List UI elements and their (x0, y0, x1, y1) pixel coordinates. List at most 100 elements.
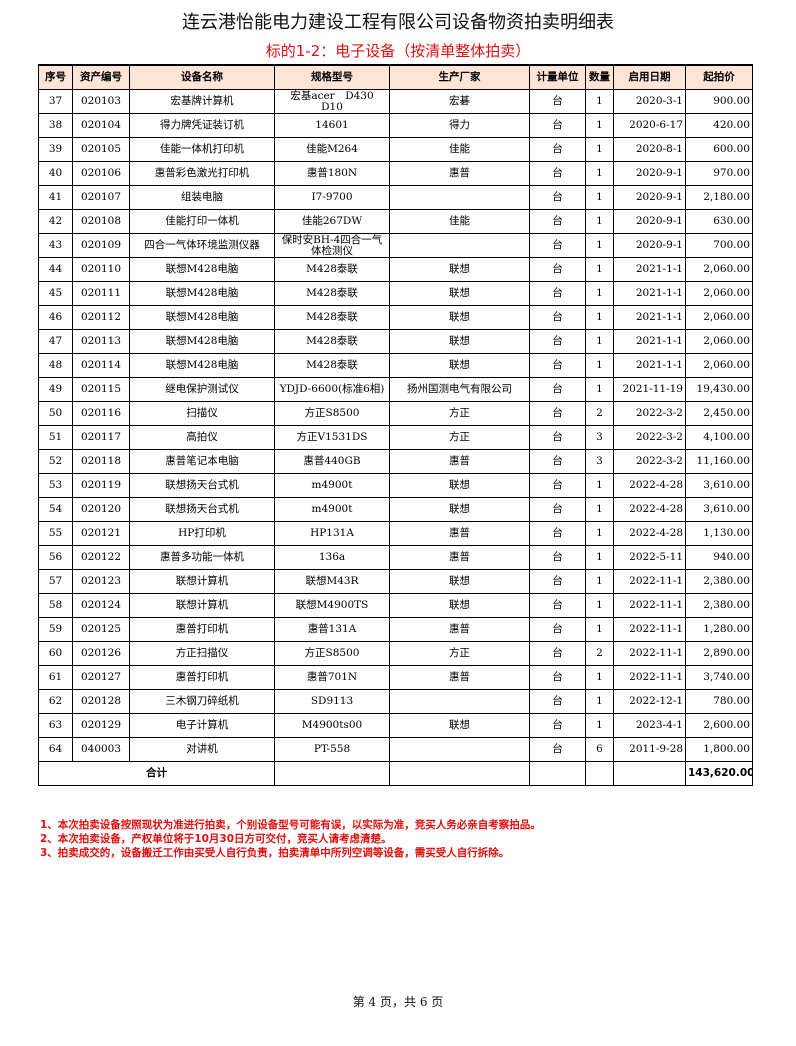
table-cell: 020126 (72, 641, 130, 666)
table-cell: 44 (38, 257, 73, 282)
table-cell: 台 (529, 425, 586, 450)
table-cell: 1,800.00 (685, 737, 753, 762)
table-cell: 2,380.00 (685, 593, 753, 618)
table-cell: 46 (38, 305, 73, 330)
table-cell: 2022-5-11 (613, 545, 686, 570)
table-cell: 6 (585, 737, 614, 762)
table-cell: 联想 (389, 593, 530, 618)
table-cell: 1 (585, 593, 614, 618)
table-cell: 台 (529, 737, 586, 762)
table-cell: 宏基牌计算机 (129, 89, 275, 114)
page-subtitle: 标的1-2：电子设备（按清单整体拍卖） (265, 42, 531, 60)
table-cell: 780.00 (685, 689, 753, 714)
table-cell: 2022-3-2 (613, 425, 686, 450)
notes: 1、本次拍卖设备按照现状为准进行拍卖，个别设备型号可能有误，以实际为准，竞买人务… (40, 818, 541, 860)
table-cell: 020129 (72, 713, 130, 738)
table-cell: 630.00 (685, 209, 753, 234)
table-cell: 1 (585, 545, 614, 570)
table-cell: 四合一气体环境监测仪器 (129, 233, 275, 258)
table-cell: M4900ts00 (274, 713, 390, 738)
table-cell: 51 (38, 425, 73, 450)
column-header: 设备名称 (129, 64, 275, 90)
table-cell: 600.00 (685, 137, 753, 162)
table-cell: 佳能 (389, 137, 530, 162)
table-row: 37 020103 宏基牌计算机 宏基acer D430 D10 宏碁台 1 2020-3-… (38, 89, 753, 114)
column-header: 序号 (38, 64, 73, 90)
table-cell: 台 (529, 377, 586, 402)
table-cell: 020112 (72, 305, 130, 330)
table-cell: 台 (529, 233, 586, 258)
table-cell: 020110 (72, 257, 130, 282)
table-header-row: 序号 资产编号 设备名称 规格型号 生产厂家 计量单位 数量 启用日期 起拍价 (38, 64, 753, 90)
table-cell: 1 (585, 281, 614, 306)
table-row: 52 020118 惠普笔记本电脑 惠普440GB 惠普台 3 2022-3-2 11,160… (38, 449, 753, 474)
table-cell: I7-9700 (274, 185, 390, 210)
asset-table: 序号 资产编号 设备名称 规格型号 生产厂家 计量单位 数量 启用日期 起拍价 37 020103… (38, 64, 753, 786)
table-cell: 2020-3-1 (613, 89, 686, 114)
table-cell: 1 (585, 617, 614, 642)
table-cell: 3,740.00 (685, 665, 753, 690)
table-cell: 55 (38, 521, 73, 546)
table-cell: 3,610.00 (685, 473, 753, 498)
table-cell: 台 (529, 209, 586, 234)
table-cell: 59 (38, 617, 73, 642)
table-cell: 020125 (72, 617, 130, 642)
table-row: 58 020124 联想计算机 联想M4900TS 联想台 1 2022-11-1 2,380… (38, 593, 753, 618)
table-cell: 3,610.00 (685, 497, 753, 522)
table-cell: 1 (585, 257, 614, 282)
table-cell: 41 (38, 185, 73, 210)
table-cell: 2020-9-1 (613, 161, 686, 186)
table-cell: 2,180.00 (685, 185, 753, 210)
table-cell: 台 (529, 113, 586, 138)
table-cell: PT-558 (274, 737, 390, 762)
table-cell: 联想 (389, 281, 530, 306)
table-cell: 联想计算机 (129, 569, 275, 594)
table-cell: 台 (529, 161, 586, 186)
table-cell: 61 (38, 665, 73, 690)
table-cell: 联想 (389, 329, 530, 354)
table-row: 40 020106 惠普彩色激光打印机 惠普180N 惠普台 1 2020-9-1 970.0… (38, 161, 753, 186)
table-cell: 台 (529, 521, 586, 546)
table-row: 64 040003 对讲机 PT-558 台 6 2011-9-28 1,800.00 (38, 737, 753, 762)
table-cell: 2021-1-1 (613, 353, 686, 378)
table-row: 46 020112 联想M428电脑 M428泰联 联想台 1 2021-1-1 2,060.… (38, 305, 753, 330)
table-cell: 3 (585, 425, 614, 450)
table-row: 63 020129 电子计算机 M4900ts00 联想台 1 2023-4-1 2,600.… (38, 713, 753, 738)
table-cell: 2022-11-1 (613, 641, 686, 666)
table-cell: 台 (529, 329, 586, 354)
table-cell: 方正 (389, 401, 530, 426)
column-header: 规格型号 (274, 64, 390, 90)
table-cell: 联想扬天台式机 (129, 497, 275, 522)
table-cell: 2,380.00 (685, 569, 753, 594)
table-cell: 700.00 (685, 233, 753, 258)
table-cell: 台 (529, 569, 586, 594)
table-cell: 2,060.00 (685, 257, 753, 282)
table-cell: 高拍仪 (129, 425, 275, 450)
table-cell: 1 (585, 113, 614, 138)
table-cell: 020117 (72, 425, 130, 450)
table-cell: 020107 (72, 185, 130, 210)
table-cell: 900.00 (685, 89, 753, 114)
table-cell: 惠普笔记本电脑 (129, 449, 275, 474)
table-row: 48 020114 联想M428电脑 M428泰联 联想台 1 2021-1-1 2,060.… (38, 353, 753, 378)
table-cell: 1 (585, 713, 614, 738)
table-cell: 联想计算机 (129, 593, 275, 618)
table-cell: 42 (38, 209, 73, 234)
page-number: 第 4 页，共 6 页 (352, 995, 444, 1009)
table-cell: 1 (585, 305, 614, 330)
table-cell: 惠普多功能一体机 (129, 545, 275, 570)
table-cell: 得力 (389, 113, 530, 138)
table-cell: 佳能 (389, 209, 530, 234)
table-row: 44 020110 联想M428电脑 M428泰联 联想台 1 2021-1-1 2,060.… (38, 257, 753, 282)
table-cell: 1,130.00 (685, 521, 753, 546)
table-cell: 惠普彩色激光打印机 (129, 161, 275, 186)
table-cell: 台 (529, 641, 586, 666)
table-cell: 1 (585, 377, 614, 402)
table-cell: 2021-11-19 (613, 377, 686, 402)
table-cell: 联想 (389, 713, 530, 738)
table-cell: 2022-11-1 (613, 593, 686, 618)
table-cell: 惠普 (389, 665, 530, 690)
table-cell: 63 (38, 713, 73, 738)
table-cell: 惠普 (389, 521, 530, 546)
table-cell: 2022-4-28 (613, 473, 686, 498)
